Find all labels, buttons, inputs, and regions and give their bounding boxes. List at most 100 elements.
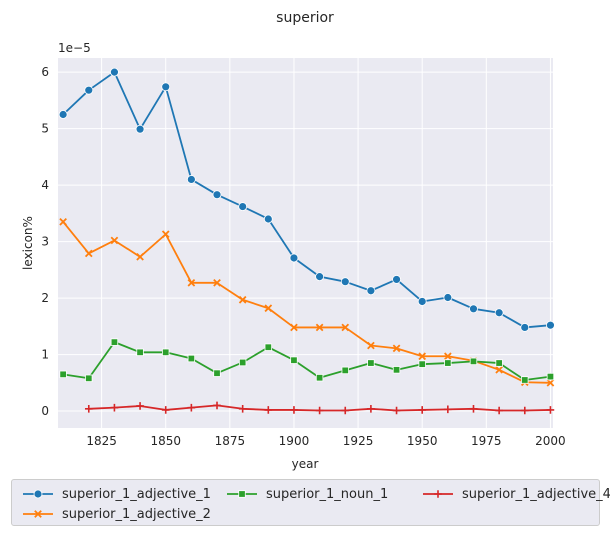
data-point [367,404,375,413]
legend-label: superior_1_adjective_1 [62,486,211,502]
data-point [469,304,478,314]
data-point [110,67,119,77]
x-axis-label: year [292,457,319,471]
data-point [418,352,427,361]
data-point [110,236,119,245]
data-point [161,82,171,92]
data-point [315,374,324,382]
x-tick-labels: 1825 1850 1875 1900 1925 1950 1975 2000 [86,434,565,448]
data-point [495,406,503,415]
x-tick-label: 2000 [535,434,566,448]
y-axis-label: lexicon% [21,216,35,270]
data-point [213,401,221,410]
data-point [340,277,350,287]
x-tick-label: 1825 [86,434,117,448]
data-point [417,297,427,306]
data-point [136,348,144,357]
data-point [341,366,349,375]
data-point [469,404,478,413]
data-point [84,249,93,258]
data-point [546,372,555,381]
y-tick-label: 6 [41,65,49,79]
data-point [392,275,401,284]
legend-swatch [423,490,453,498]
line-chart: superior 1e−5 1825 1850 1875 1900 1925 1950 19… [21,10,566,471]
data-point [520,323,530,332]
x-tick-label: 1925 [343,434,374,448]
data-point [444,359,452,367]
y-tick-label: 5 [41,122,49,136]
y-tick-label: 4 [41,178,49,192]
legend-swatch [23,510,53,518]
y-tick-label: 3 [41,235,49,249]
data-point [315,406,324,415]
y-tick-label: 2 [41,291,49,305]
data-point [161,406,170,414]
data-point [238,358,247,367]
data-point [290,356,298,364]
data-point [264,406,273,414]
series-line [62,341,551,381]
legend: superior_1_adjective_1 superior_1_adjecti… [11,479,610,526]
legend-marker [434,490,442,498]
legend-item: superior_1_noun_1 [226,484,388,504]
data-point [366,286,376,296]
data-point [290,406,298,414]
data-point [187,403,196,412]
data-point [59,370,67,379]
data-point [444,352,452,361]
data-point [212,190,222,200]
data-point [392,344,401,353]
data-point [264,343,273,351]
data-point [110,403,119,412]
data-point [341,406,350,415]
data-point [546,406,555,414]
chart-title: superior [276,10,334,26]
data-point [315,272,325,282]
data-point [213,278,221,287]
data-point [546,378,555,387]
legend-swatch [23,489,53,499]
plot-area [58,58,553,428]
data-point [84,85,94,95]
series-superior_1_adjective_1 [58,67,555,332]
data-point [58,110,68,119]
x-tick-label: 1975 [471,434,502,448]
y-tick-label: 1 [41,348,49,362]
data-point [135,124,145,134]
y-tick-labels: 0 1 2 3 4 5 6 [41,65,49,418]
data-point [161,230,170,239]
data-point [263,214,273,224]
x-tick-label: 1850 [150,434,181,448]
legend-item: superior_1_adjective_1 [22,484,211,504]
data-point [367,341,375,350]
data-point [136,402,144,410]
data-point [213,369,221,377]
data-point [186,175,196,184]
series-group [58,67,555,415]
data-point [187,278,196,287]
data-point [162,348,170,357]
data-point [136,253,144,261]
data-point [238,202,248,211]
data-point [238,295,247,304]
series-superior_1_adjective_4 [84,401,555,415]
legend-label: superior_1_noun_1 [266,486,389,502]
data-point [341,323,350,332]
data-point [289,253,299,263]
data-point [315,323,324,332]
legend-swatch [227,490,257,498]
data-point [520,406,529,415]
data-point [85,374,93,382]
data-point [392,366,401,374]
legend-label: superior_1_adjective_4 [462,486,610,502]
data-point [495,359,503,367]
x-tick-label: 1875 [215,434,246,448]
data-point [59,217,67,226]
legend-marker [238,490,246,498]
series-line [62,221,551,384]
data-point [84,404,93,413]
data-point [495,365,503,374]
y-offset-label: 1e−5 [58,41,91,55]
data-point [546,320,555,330]
